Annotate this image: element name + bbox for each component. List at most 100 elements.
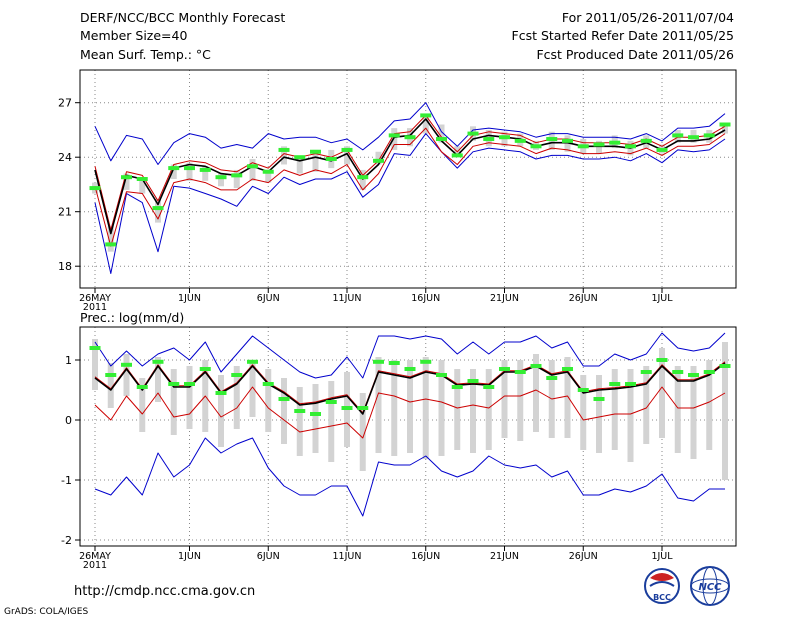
y-tick-label: 21 [58,206,72,219]
spread-bar [643,366,650,444]
green-marker [404,367,416,371]
x-tick-label: 21JUN [490,551,519,562]
green-marker [420,113,432,118]
green-marker [89,346,101,350]
source-url[interactable]: http://cmdp.ncc.cma.gov.cn [74,584,255,599]
green-marker [703,133,715,138]
produced-date: Fcst Produced Date 2011/05/26 [536,47,734,62]
green-marker [278,147,290,152]
green-marker [609,382,621,386]
spread-bar [564,357,571,438]
min-envelope-line [94,133,726,274]
green-marker [546,376,558,380]
green-marker [593,397,605,401]
spread-bar [218,173,224,187]
x-tick-label: 1JUN [178,293,201,304]
green-marker [672,370,684,374]
green-marker [719,364,731,368]
spread-bar [454,369,461,450]
green-marker [640,370,652,374]
green-marker [451,153,463,158]
green-marker [168,382,180,386]
spread-bar [312,149,319,172]
green-marker [625,144,636,149]
green-marker [136,177,148,181]
green-marker [562,138,573,143]
spread-bar [312,384,319,453]
lower-band-line [94,386,726,439]
precipitation-panel: -2 -1 0 1 26MAY 1JUN 6JUN 11JUN 16JUN 21JUN 26JUN 1… [61,326,737,571]
x-tick-label: 6JUN [257,293,280,304]
spread-bar [517,360,524,441]
spread-bar [674,366,681,453]
green-marker [703,370,715,374]
grads-credit: GrADS: COLA/IGES [4,607,88,617]
bcc-logo: BCC [644,568,680,604]
green-marker [294,409,306,413]
green-marker [325,157,337,162]
x-tick-label: 16JUN [411,293,440,304]
spread-bar [501,360,508,438]
green-marker [499,135,510,140]
spread-bar [706,360,713,450]
spread-bar [422,357,429,459]
green-marker [467,131,479,136]
x-tick-label: 11JUN [333,551,362,562]
chart-title: DERF/NCC/BCC Monthly Forecast [80,10,285,25]
y-tick-label: -2 [61,534,72,547]
spread-bar [170,369,177,435]
x-tick-label: 26MAY [79,551,111,562]
spread-bar [233,169,240,189]
spread-bar [233,366,240,429]
spread-bar [155,357,161,402]
y-tick-label: 0 [65,414,72,427]
green-marker [388,133,400,138]
spread-bar [296,159,303,174]
upper-band-line [94,361,726,414]
ncc-logo-text: NCC [698,582,722,593]
spread-bar [391,128,398,150]
spread-bar [155,198,161,223]
green-marker [152,359,164,364]
green-marker [436,137,447,142]
spread-bar [596,375,602,453]
green-marker [577,144,589,149]
green-marker [247,164,258,169]
spread-bar [722,342,728,480]
x-year-label: 2011 [83,560,107,571]
green-marker [640,138,652,143]
spread-bar [281,378,287,444]
green-marker [562,367,573,371]
green-marker [388,361,400,365]
green-marker [436,373,447,377]
x-tick-label: 21JUN [490,293,519,304]
y-tick-label: 18 [58,260,72,273]
green-marker [168,166,180,171]
y-tick-label: 1 [65,354,72,367]
x-tick-label: 1JUL [651,551,673,562]
spread-bar [407,360,413,453]
green-marker [152,206,164,211]
start-date: Fcst Started Refer Date 2011/05/25 [512,28,735,43]
green-marker [262,382,274,386]
plot-frame [79,326,737,547]
green-marker [373,359,384,364]
green-marker [121,362,132,367]
x-tick-label: 26JUN [569,293,598,304]
green-marker [373,158,384,163]
green-marker [688,373,699,377]
green-marker [294,155,306,160]
spread-bar [123,354,130,396]
green-marker [357,406,369,410]
green-marker [199,367,211,371]
x-tick-label: 11JUN [333,293,362,304]
spread-bar [265,169,272,183]
spread-bar [438,360,445,456]
green-marker [609,140,621,145]
green-marker [467,379,479,383]
y-tick-label: -1 [61,474,72,487]
green-marker [483,137,495,142]
spread-bar [107,363,114,408]
green-marker [341,147,353,152]
